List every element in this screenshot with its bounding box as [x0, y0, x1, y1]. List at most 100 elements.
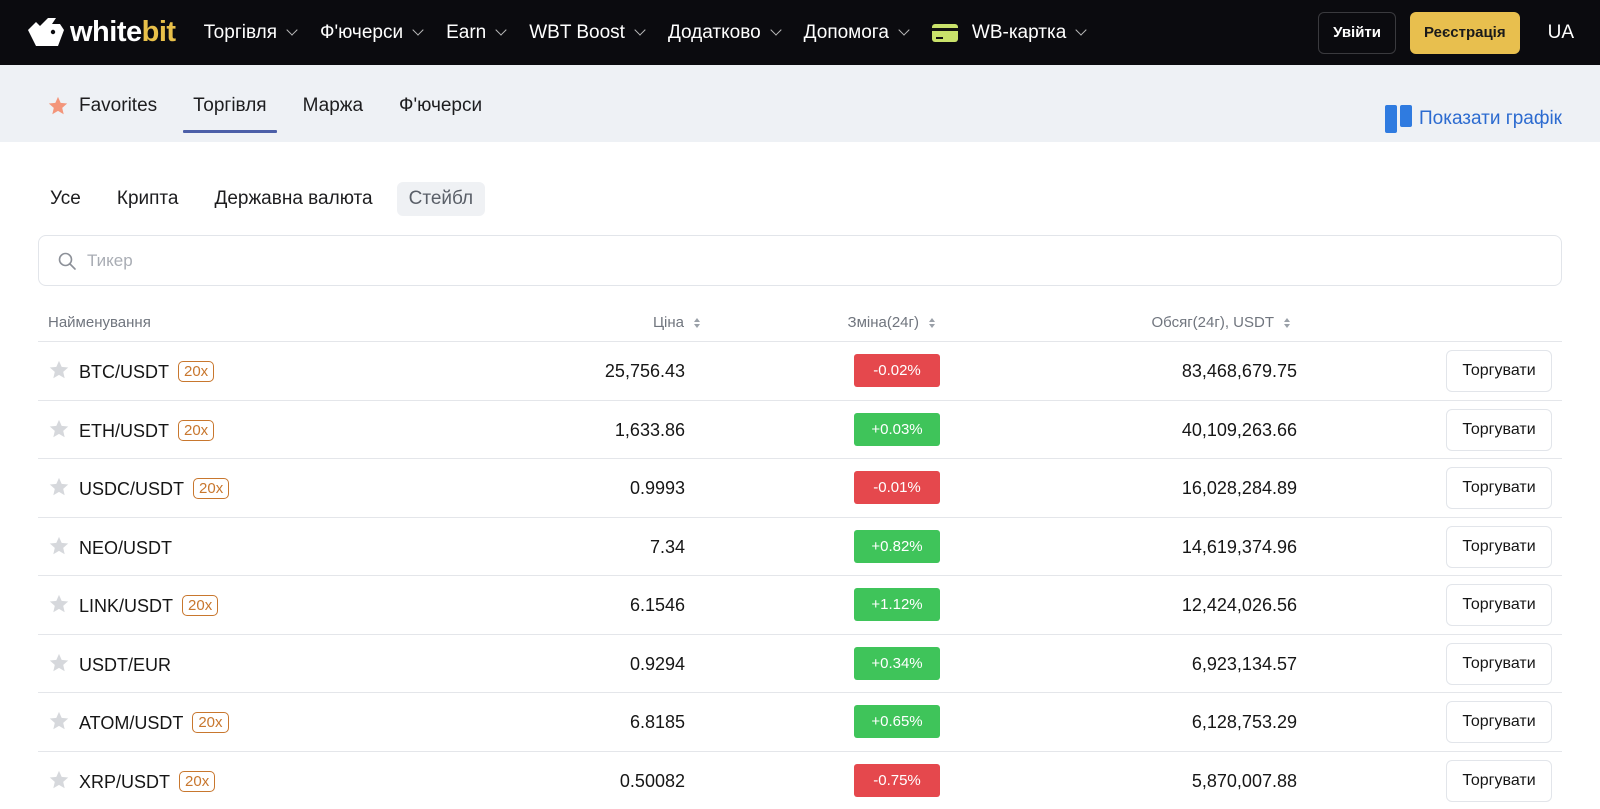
logo-text: whitebit	[70, 16, 176, 48]
favorite-star-icon[interactable]	[48, 535, 70, 557]
register-button[interactable]: Реєстрація	[1410, 11, 1520, 54]
header-change[interactable]: Зміна(24г)	[848, 314, 935, 331]
pair-name: USDC/USDT	[79, 479, 185, 499]
table-row[interactable]: ATOM/USDT 20x 6.8185 +0.65% 6,128,753.29 Торг…	[38, 693, 1562, 752]
price-cell: 6.8185	[629, 712, 685, 732]
market-tab-2[interactable]: Маржа	[293, 95, 373, 131]
market-tabs: Favorites Торгівля Маржа Ф'ючерси	[47, 95, 508, 133]
nav-item-label: Ф'ючерси	[320, 21, 404, 43]
price-cell: 7.34	[649, 536, 685, 557]
search-box[interactable]	[38, 235, 1562, 286]
nav-item-0[interactable]: Торгівля	[204, 22, 298, 44]
table-row[interactable]: ETH/USDT 20x 1,633.86 +0.03% 40,109,263.66 То…	[38, 401, 1562, 459]
trade-button[interactable]: Торгувати	[1446, 525, 1552, 568]
table-header: Найменування Ціна Зміна(24г) Обсяг(24г),…	[38, 304, 1562, 342]
trade-button[interactable]: Торгувати	[1446, 701, 1552, 743]
favorite-star-icon[interactable]	[48, 593, 70, 615]
filter-3[interactable]: Стейбл	[396, 182, 486, 216]
change-badge: -0.75%	[854, 763, 940, 797]
nav-item-1[interactable]: Ф'ючерси	[320, 21, 424, 44]
login-button[interactable]: Увійти	[1318, 11, 1396, 54]
table-row[interactable]: NEO/USDT 7.34 +0.82% 14,619,374.96 Торгувати	[38, 518, 1562, 576]
pair-name: LINK/USDT	[79, 596, 174, 616]
trade-button[interactable]: Торгувати	[1446, 350, 1552, 392]
nav-item-label: WB-картка	[971, 21, 1067, 43]
favorite-star-icon[interactable]	[48, 652, 70, 674]
favorite-star-icon[interactable]	[48, 476, 70, 498]
language-selector[interactable]: UA	[1547, 21, 1574, 43]
nav-item-6[interactable]: WB-картка	[931, 21, 1087, 44]
main-nav: Торгівля Ф'ючерси Earn WBT Boost Додатково До…	[204, 22, 1110, 44]
trade-button[interactable]: Торгувати	[1446, 467, 1552, 509]
nav-item-label: Earn	[446, 21, 487, 43]
nav-item-label: Допомога	[803, 21, 889, 43]
sort-icon	[929, 317, 935, 328]
table-row[interactable]: USDC/USDT 20x 0.9993 -0.01% 16,028,284.89 Тор…	[38, 459, 1562, 518]
table-row[interactable]: LINK/USDT 20x 6.1546 +1.12% 12,424,026.56 Тор…	[38, 576, 1562, 635]
favorite-star-icon[interactable]	[48, 359, 70, 381]
nav-item-label: Додатково	[667, 21, 761, 43]
change-badge: -0.01%	[854, 471, 940, 504]
chevron-down-icon	[634, 24, 646, 36]
show-chart-button[interactable]: Показати графік	[1385, 105, 1562, 133]
table-row[interactable]: BTC/USDT 20x 25,756.43 -0.02% 83,468,679.75 Т…	[38, 342, 1562, 401]
card-icon	[931, 23, 958, 42]
pair-name: USDT/EUR	[79, 654, 172, 675]
pair-name: XRP/USDT	[79, 771, 171, 792]
volume-cell: 14,619,374.96	[1181, 536, 1297, 557]
pair-name: BTC/USDT	[79, 362, 169, 382]
leverage-badge: 20x	[178, 361, 215, 382]
trade-button[interactable]: Торгувати	[1446, 584, 1552, 626]
favorite-star-icon[interactable]	[48, 418, 70, 440]
price-cell: 6.1546	[629, 595, 685, 615]
nav-item-5[interactable]: Допомога	[803, 21, 910, 44]
volume-cell: 6,128,753.29	[1191, 712, 1297, 732]
filter-1[interactable]: Крипта	[116, 188, 179, 209]
volume-cell: 40,109,263.66	[1181, 419, 1297, 440]
nav-item-label: WBT Boost	[529, 21, 625, 43]
filter-0[interactable]: Усе	[50, 188, 81, 209]
filter-2[interactable]: Державна валюта	[214, 188, 373, 209]
chevron-down-icon	[770, 24, 782, 36]
header-volume[interactable]: Обсяг(24г), USDT	[1152, 314, 1290, 331]
star-icon	[48, 96, 68, 115]
show-chart-label: Показати графік	[1419, 108, 1562, 129]
trade-button[interactable]: Торгувати	[1446, 759, 1552, 802]
market-tab-3[interactable]: Ф'ючерси	[389, 95, 492, 131]
price-cell: 0.9294	[629, 653, 685, 674]
header-price[interactable]: Ціна	[653, 314, 700, 331]
top-navbar: whitebit Торгівля Ф'ючерси Earn WBT Boost До…	[0, 0, 1600, 65]
price-cell: 25,756.43	[604, 361, 685, 381]
pair-cell: NEO/USDT	[79, 538, 172, 559]
pair-name: NEO/USDT	[79, 537, 173, 558]
market-tab-0[interactable]: Favorites	[47, 95, 167, 131]
whitebit-logo[interactable]: whitebit	[26, 16, 176, 50]
pair-cell: USDC/USDT 20x	[79, 478, 230, 501]
market-tab-1[interactable]: Торгівля	[183, 95, 278, 133]
favorite-star-icon[interactable]	[48, 710, 70, 732]
nav-item-2[interactable]: Earn	[446, 21, 507, 44]
change-badge: +0.03%	[854, 412, 940, 446]
trade-button[interactable]: Торгувати	[1446, 408, 1552, 451]
trade-button[interactable]: Торгувати	[1446, 642, 1552, 685]
pair-cell: USDT/EUR	[79, 655, 171, 676]
nav-item-3[interactable]: WBT Boost	[529, 21, 646, 44]
leverage-badge: 20x	[179, 770, 216, 792]
volume-cell: 5,870,007.88	[1191, 770, 1297, 791]
search-input[interactable]	[87, 250, 687, 271]
leverage-badge: 20x	[193, 478, 230, 499]
change-badge: +0.82%	[854, 529, 940, 563]
market-tab-label: Маржа	[302, 95, 364, 116]
favorite-star-icon[interactable]	[48, 769, 70, 791]
pair-cell: ATOM/USDT 20x	[79, 712, 229, 735]
pair-cell: ETH/USDT 20x	[79, 419, 215, 443]
table-body: BTC/USDT 20x 25,756.43 -0.02% 83,468,679.75 Т…	[38, 342, 1562, 809]
chevron-down-icon	[286, 24, 298, 36]
table-row[interactable]: USDT/EUR 0.9294 +0.34% 6,923,134.57 Торгуват…	[38, 635, 1562, 693]
price-cell: 0.9993	[629, 478, 685, 498]
nav-item-4[interactable]: Додатково	[667, 21, 782, 44]
table-row[interactable]: XRP/USDT 20x 0.50082 -0.75% 5,870,007.88 Торг…	[38, 752, 1562, 809]
sort-icon	[694, 317, 700, 328]
auth-area: Увійти Реєстрація UA	[1318, 11, 1574, 54]
change-badge: -0.02%	[854, 354, 940, 387]
